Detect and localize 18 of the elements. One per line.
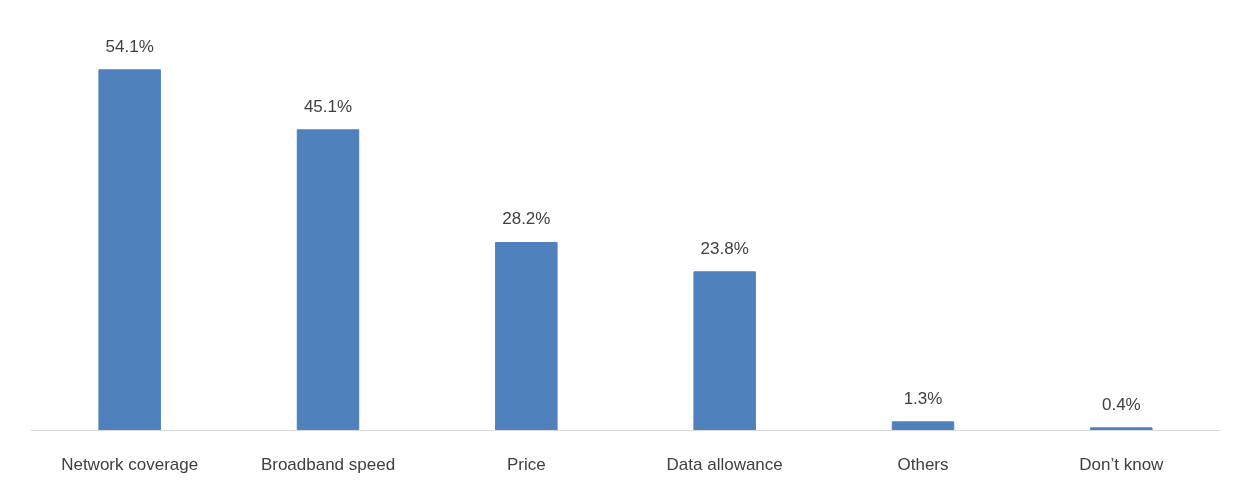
bar	[296, 129, 360, 431]
x-tick-label: Price	[506, 454, 546, 474]
data-label: 45.1%	[303, 96, 353, 116]
data-label: 0.4%	[1101, 394, 1141, 414]
bar	[693, 271, 756, 431]
data-label: 23.8%	[700, 238, 749, 258]
bar	[1090, 427, 1153, 431]
x-tick-label: Data allowance	[666, 454, 783, 474]
data-label: 28.2%	[502, 209, 551, 229]
data-label: 1.3%	[903, 388, 943, 408]
x-tick-label: Others	[897, 454, 949, 474]
bar	[98, 69, 161, 431]
x-tick-label: Network coverage	[61, 454, 199, 474]
data-label: 54.1%	[105, 36, 154, 56]
x-tick-label: Don’t know	[1079, 454, 1165, 474]
bar	[891, 421, 955, 431]
bar	[495, 241, 558, 431]
x-tick-label: Broadband speed	[260, 454, 396, 474]
